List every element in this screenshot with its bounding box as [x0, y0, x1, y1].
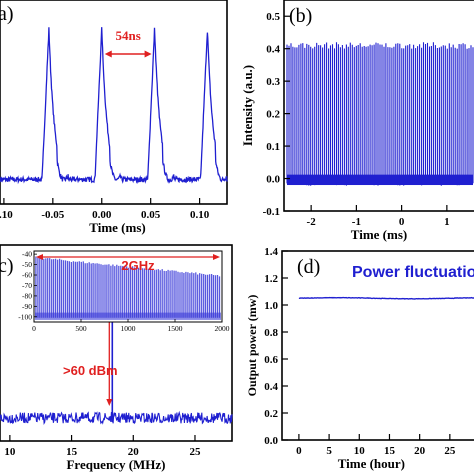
panel-d-y-tick-label: 1.4 [264, 246, 278, 258]
panel-c-noise-floor [0, 410, 233, 425]
panel-c: >60 dBm 10 15 20 25 Frequency (MHz) c) 0 500 1000… [0, 244, 233, 472]
panel-b-label: (b) [289, 5, 312, 27]
panel-a-arrowhead-left [104, 50, 112, 58]
panel-b-x-axis-label: Time (ms) [351, 227, 407, 242]
panel-c-inset-x-tick-label: 1000 [121, 324, 136, 333]
panel-c-inset-y-tick-label: -80 [22, 291, 32, 300]
panel-a-x-tick-label: 0.10 [190, 209, 210, 221]
panel-a-arrowhead-right [144, 50, 152, 58]
panel-c-x-tick-label: 15 [66, 446, 78, 458]
panel-c-frame [0, 244, 233, 442]
panel-c-inset-series [35, 256, 221, 318]
panel-b-y-tick-label: 0.0 [266, 174, 280, 186]
panel-b-y-axis-label: Intensity (a.u.) [240, 65, 255, 146]
panel-c-inset-annotation: 2GHz [121, 258, 155, 273]
panel-c-x-tick-label: 10 [4, 446, 16, 458]
panel-a-label: a) [0, 3, 14, 25]
panel-a-x-tick-label: -0.05 [41, 209, 64, 221]
panel-a-x-tick-label: 0.05 [141, 209, 161, 221]
panel-b-y-tick-label: 0.3 [266, 76, 280, 88]
panel-a-x-tick-label: .10 [0, 209, 13, 221]
panel-c-inset-y-tick-label: -60 [22, 271, 32, 280]
panel-c-inset-x-tick-label: 500 [75, 324, 87, 333]
panel-c-inset-y-tick-label: -40 [22, 250, 32, 259]
panel-d-x-tick-label: 15 [384, 445, 396, 457]
panel-b-y-tick-label: 0.5 [266, 11, 280, 23]
panel-b-frame [283, 0, 474, 212]
panel-d-x-axis-label: Time (hour) [338, 456, 405, 471]
panel-d-x-tick-label: 25 [444, 445, 456, 457]
panel-d-y-tick-label: 0.4 [264, 381, 278, 393]
panel-c-inset-y-tick-label: -100 [18, 312, 32, 321]
panel-c-arrowhead-bottom [106, 399, 113, 406]
panel-a-x-tick-label: 0.00 [92, 209, 112, 221]
panel-a: .10 -0.05 0.00 0.05 0.10 Time (ms) a) 54ns [0, 0, 228, 235]
panel-c-inset-y-tick-label: -50 [22, 260, 32, 269]
panel-b-y-tick-label: -0.1 [263, 206, 280, 218]
panel-a-x-axis-label: Time (ms) [89, 220, 145, 235]
panel-d-y-tick-label: 0.0 [264, 435, 278, 447]
panel-c-label: c) [0, 255, 14, 277]
panel-c-inset-y-tick-label: -90 [22, 302, 32, 311]
panel-a-annotation: 54ns [116, 28, 141, 43]
panel-b-y-tick-label: 0.2 [266, 109, 280, 121]
panel-c-inset-floor [35, 312, 221, 320]
panel-d-label: (d) [297, 256, 320, 278]
panel-c-x-tick-label: 25 [189, 446, 201, 458]
panel-c-inset-x-tick-label: 1500 [168, 324, 183, 333]
panel-d-y-tick-label: 0.2 [264, 408, 278, 420]
panel-c-inset-x-tick-label: 2000 [215, 324, 230, 333]
panel-d-series-line [298, 296, 474, 300]
panel-c-annotation: >60 dBm [63, 363, 118, 378]
panel-d-x-tick-label: 0 [296, 445, 302, 457]
panel-b-x-tick-label: 1 [444, 216, 450, 228]
panel-a-series-line [0, 27, 228, 185]
panel-d-x-tick-label: 20 [414, 445, 426, 457]
panel-c-inset-y-tick-label: -70 [22, 281, 32, 290]
panel-d-y-tick-label: 0.6 [264, 354, 278, 366]
panel-d: 0.0 0.2 0.4 0.6 0.8 1.0 1.2 1.4 0 5 10 15 20 25 Time (… [245, 246, 474, 471]
panel-d-title: Power fluctuatio [352, 264, 474, 281]
panel-a-frame [0, 0, 228, 205]
panel-d-y-tick-label: 1.2 [264, 273, 278, 285]
panel-b: -0.1 0.0 0.1 0.2 0.3 0.4 0.5 -2 -1 0 1 Time (ms) Int… [240, 0, 474, 242]
panel-d-y-tick-label: 1.0 [264, 300, 278, 312]
panel-c-inset: 0 500 1000 1500 2000 -40-50 -60-70-80 -90-100 2G… [18, 250, 230, 333]
panel-d-x-tick-label: 5 [326, 445, 332, 457]
panel-c-x-axis-label: Frequency (MHz) [66, 457, 165, 472]
panel-b-x-tick-label: -2 [307, 216, 317, 228]
panel-b-baseline-band [287, 174, 473, 186]
panel-d-x-tick-label: 10 [354, 445, 366, 457]
panel-c-inset-arrowhead-left [36, 254, 43, 260]
panel-c-inset-x-tick-label: 0 [32, 324, 36, 333]
panel-b-x-tick-label: -1 [352, 216, 361, 228]
panel-c-inset-arrowhead-right [213, 254, 220, 260]
panel-b-y-tick-label: 0.1 [266, 141, 280, 153]
panel-d-y-axis-label: Output power (mw) [245, 295, 259, 397]
panel-b-series-pulses [286, 42, 474, 186]
panel-c-x-tick-label: 20 [128, 446, 140, 458]
panel-d-y-tick-label: 0.8 [264, 327, 278, 339]
panel-b-x-tick-label: 0 [399, 216, 405, 228]
panel-b-y-tick-label: 0.4 [266, 44, 280, 56]
panel-d-frame [281, 250, 474, 441]
